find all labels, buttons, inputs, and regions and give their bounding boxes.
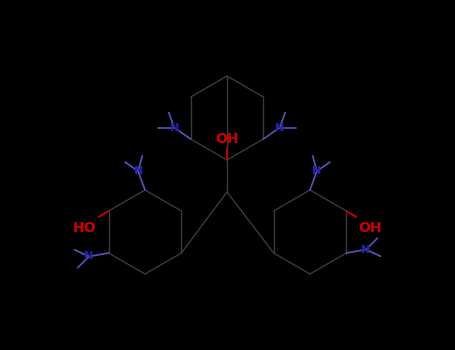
Text: N: N [133,166,143,176]
Text: N: N [84,251,94,261]
Text: N: N [170,122,179,133]
Text: OH: OH [215,132,239,146]
Text: N: N [275,122,284,133]
Text: N: N [361,245,371,254]
Text: OH: OH [359,221,382,235]
Text: N: N [312,166,322,176]
Text: HO: HO [73,221,96,235]
